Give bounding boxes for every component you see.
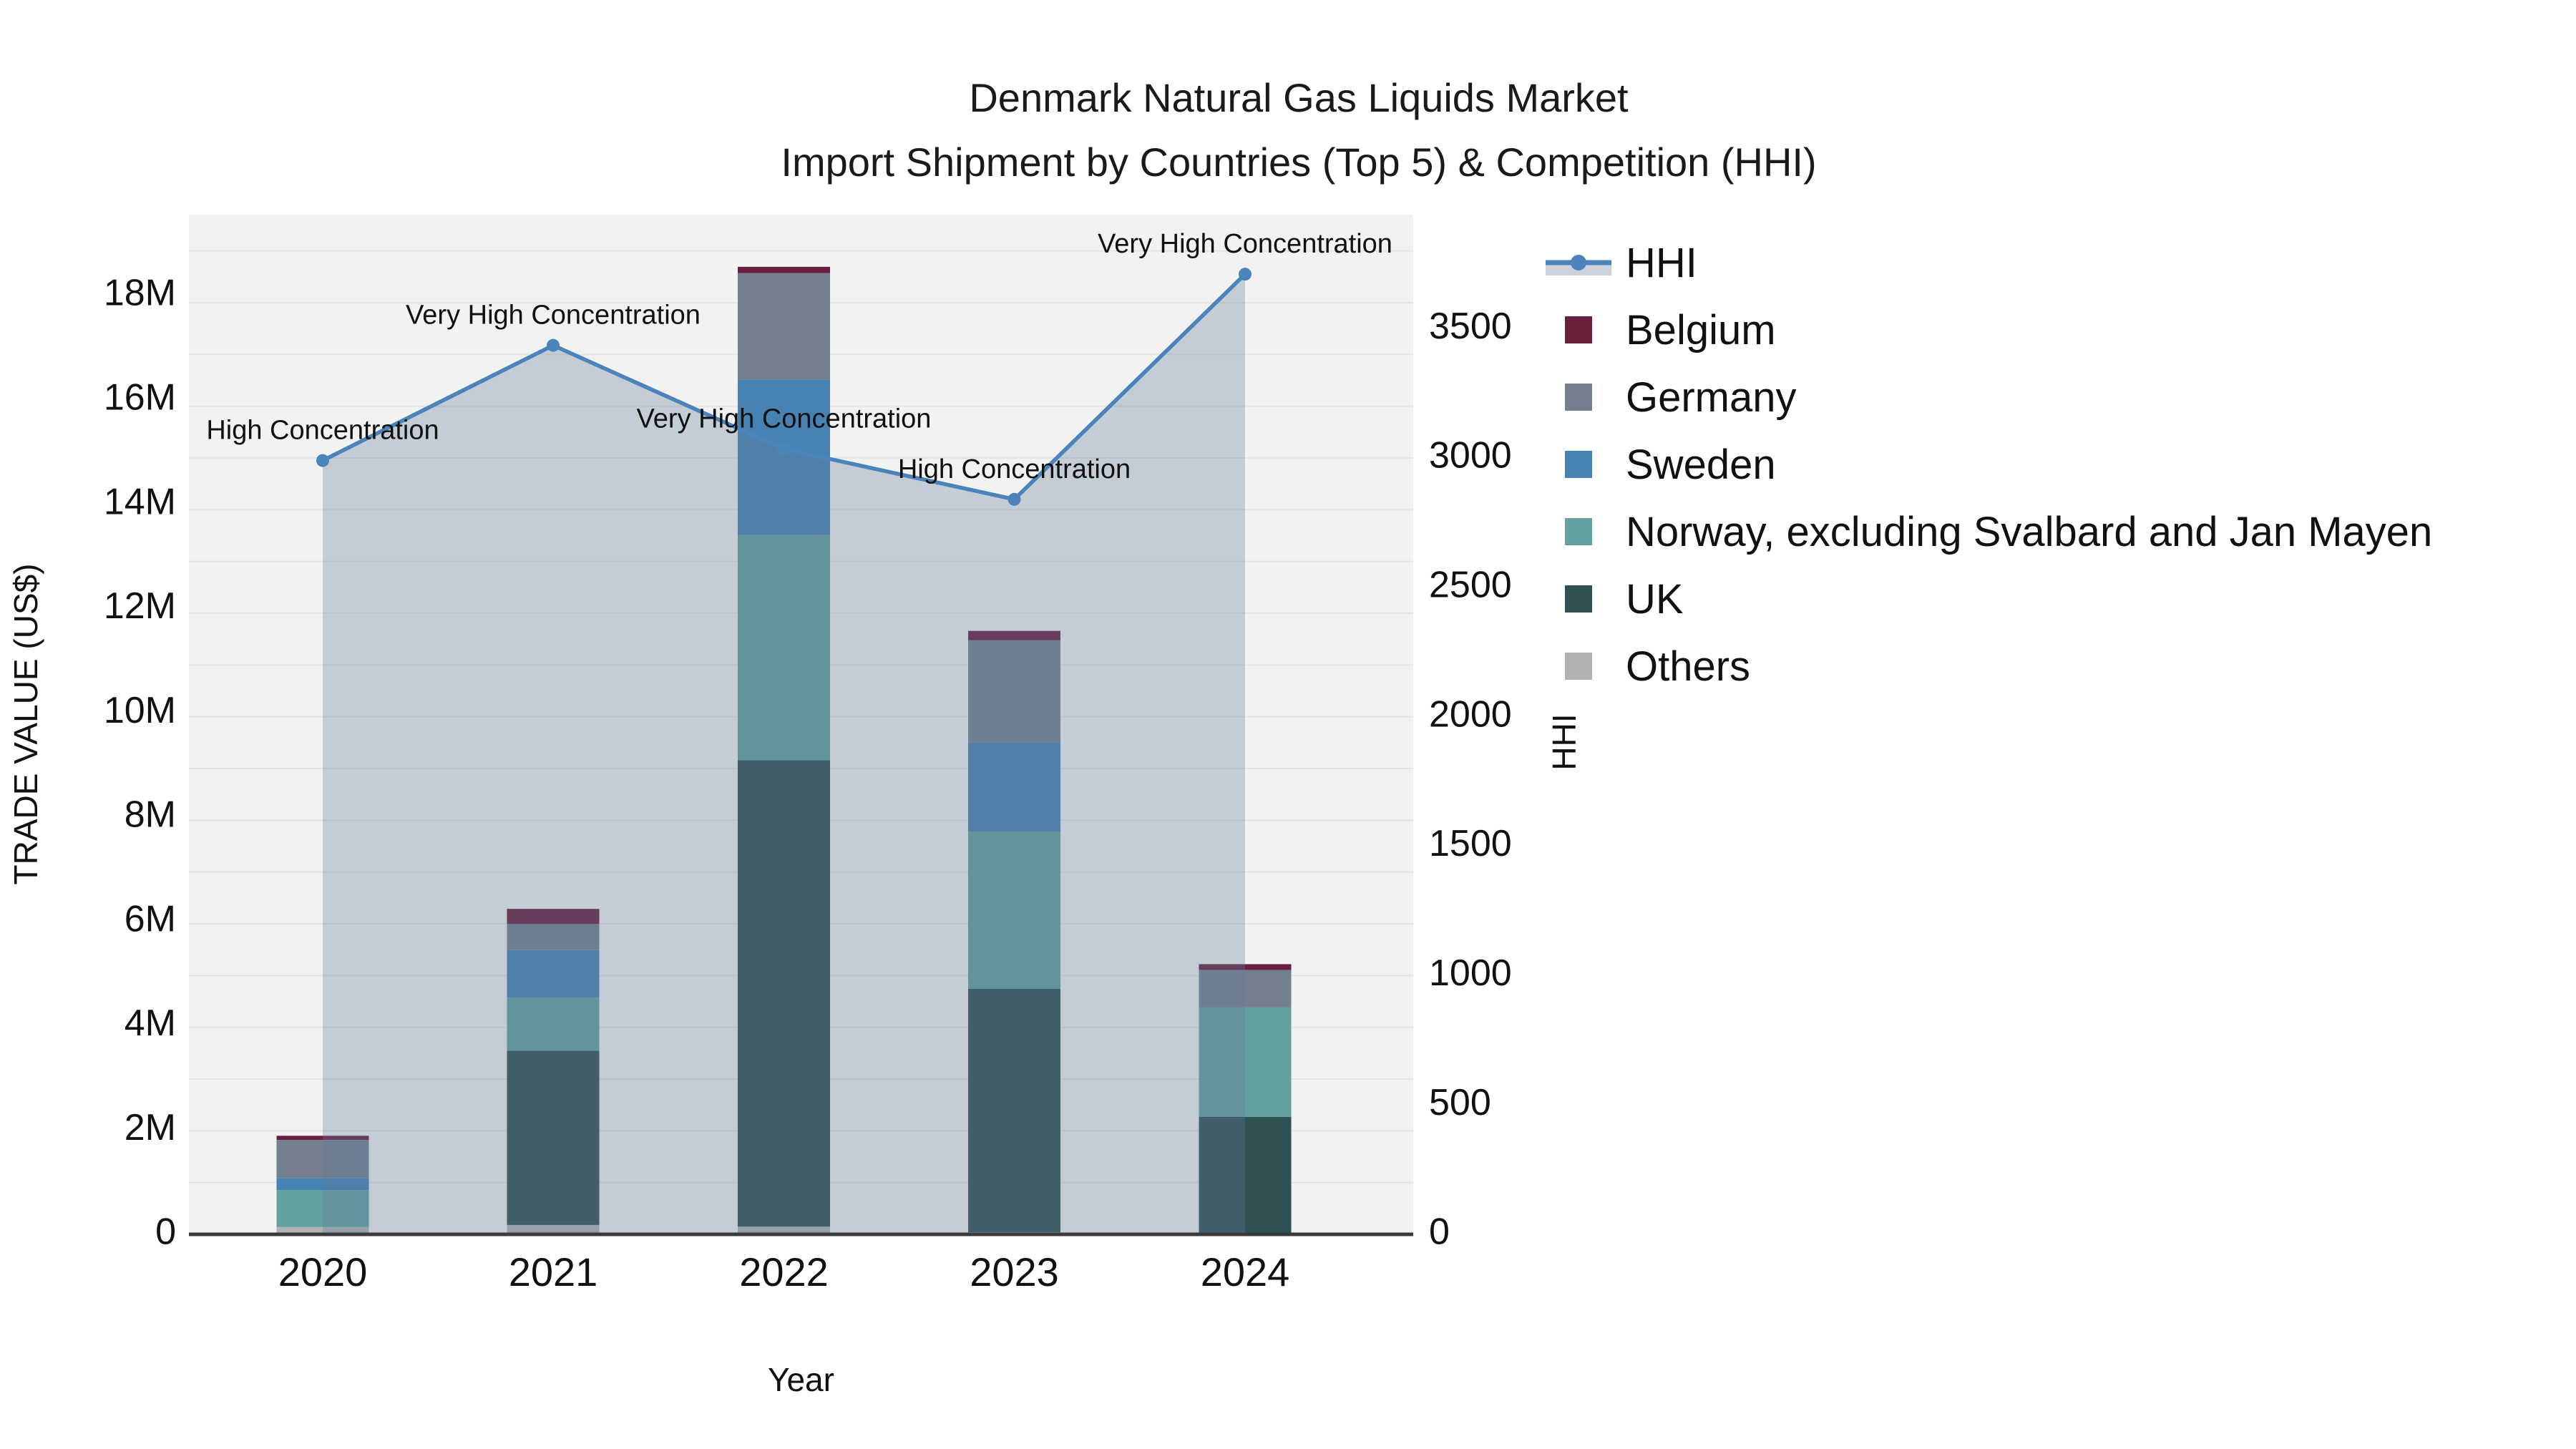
y-left-tick-18M: 18M (104, 273, 176, 314)
bar-segment-2021-uk[interactable] (507, 1050, 600, 1225)
y-left-tick-0: 0 (155, 1211, 176, 1253)
legend-label: Germany (1626, 374, 1797, 421)
legend-label: Others (1626, 643, 1751, 690)
bar-segment-2024-belgium[interactable] (1199, 964, 1292, 970)
hhi-marker-2024[interactable] (1239, 268, 1252, 281)
legend-label: Norway, excluding Svalbard and Jan Mayen (1626, 508, 2433, 555)
y-right-tick-3500: 3500 (1429, 306, 1512, 347)
legend-color-swatch-icon (1546, 653, 1626, 680)
bar-segment-2022-norway[interactable] (738, 535, 830, 761)
chart-title: Denmark Natural Gas Liquids Market Impor… (781, 66, 1816, 195)
bar-segment-2022-uk[interactable] (738, 760, 830, 1227)
y-right-tick-3000: 3000 (1429, 435, 1512, 477)
legend-label: UK (1626, 575, 1684, 623)
x-tick-2021: 2021 (509, 1249, 598, 1294)
y-left-tick-2M: 2M (125, 1107, 176, 1148)
bar-segment-2021-others[interactable] (507, 1224, 600, 1234)
bar-segment-2021-belgium[interactable] (507, 909, 600, 924)
y-left-tick-6M: 6M (125, 898, 176, 940)
chart-title-line1: Denmark Natural Gas Liquids Market (969, 75, 1629, 120)
y-right-tick-2500: 2500 (1429, 565, 1512, 606)
y-left-tick-10M: 10M (104, 690, 176, 731)
legend-color-swatch-icon (1546, 518, 1626, 545)
swatch-others (1565, 653, 1592, 680)
swatch-germany (1565, 384, 1592, 411)
legend-label: HHI (1626, 239, 1697, 286)
x-tick-2020: 2020 (278, 1249, 368, 1294)
bar-segment-2020-others[interactable] (276, 1226, 369, 1234)
y-right-tick-1000: 1000 (1429, 952, 1512, 994)
legend-item-belgium[interactable]: Belgium (1546, 296, 2432, 364)
bar-segment-2023-norway[interactable] (968, 831, 1060, 989)
legend-item-others[interactable]: Others (1546, 633, 2432, 700)
bar-segment-2022-others[interactable] (738, 1226, 830, 1234)
hhi-marker-2021[interactable] (547, 338, 560, 352)
legend-item-norway[interactable]: Norway, excluding Svalbard and Jan Mayen (1546, 498, 2432, 565)
y-left-axis-title: TRADE VALUE (US$) (7, 563, 44, 884)
bar-segment-2021-germany[interactable] (507, 924, 600, 950)
chart-title-line2: Import Shipment by Countries (Top 5) & C… (781, 140, 1817, 185)
y-left-tick-8M: 8M (125, 794, 176, 836)
swatch-belgium (1565, 316, 1592, 343)
y-right-tick-0: 0 (1429, 1211, 1450, 1253)
annotation-2023: High Concentration (898, 454, 1131, 484)
y-left-tick-14M: 14M (104, 481, 176, 522)
bar-segment-2022-belgium[interactable] (738, 266, 830, 273)
swatch-norway (1565, 518, 1592, 545)
legend-color-swatch-icon (1546, 585, 1626, 613)
y-right-axis-title: HHI (1546, 713, 1583, 770)
bar-segment-2021-norway[interactable] (507, 997, 600, 1051)
hhi-marker-2020[interactable] (316, 454, 329, 467)
y-left-tick-16M: 16M (104, 376, 176, 418)
bar-segment-2020-germany[interactable] (276, 1140, 369, 1179)
swatch-uk (1565, 585, 1592, 613)
bar-segment-2021-sweden[interactable] (507, 950, 600, 998)
hhi-line-sample (1546, 255, 1611, 275)
bar-segment-2023-belgium[interactable] (968, 630, 1060, 640)
y-left-tick-12M: 12M (104, 585, 176, 627)
y-right-tick-500: 500 (1429, 1082, 1491, 1123)
y-right-tick-1500: 1500 (1429, 823, 1512, 864)
annotation-2020: High Concentration (206, 416, 439, 446)
annotation-2021: Very High Concentration (406, 301, 701, 331)
hhi-marker-2023[interactable] (1008, 492, 1021, 506)
x-tick-2022: 2022 (739, 1249, 829, 1294)
y-left-tick-4M: 4M (125, 1002, 176, 1044)
hhi-marker-2022[interactable] (777, 442, 791, 456)
bar-segment-2022-germany[interactable] (738, 273, 830, 380)
bar-segment-2023-uk[interactable] (968, 988, 1060, 1233)
bar-segment-2023-sweden[interactable] (968, 742, 1060, 832)
legend-color-swatch-icon (1546, 384, 1626, 411)
bar-segment-2020-norway[interactable] (276, 1190, 369, 1227)
hhi-area-fill (323, 274, 1245, 1234)
bar-segment-2020-sweden[interactable] (276, 1178, 369, 1191)
x-axis-title: Year (768, 1361, 834, 1398)
legend-label: Belgium (1626, 306, 1776, 353)
x-tick-2024: 2024 (1201, 1249, 1290, 1294)
hhi-line-swatch-icon (1546, 241, 1626, 284)
bar-segment-2024-germany[interactable] (1199, 970, 1292, 1008)
bar-segment-2024-uk[interactable] (1199, 1116, 1292, 1234)
legend-item-uk[interactable]: UK (1546, 565, 2432, 633)
legend-label: Sweden (1626, 441, 1776, 488)
legend-item-sweden[interactable]: Sweden (1546, 431, 2432, 498)
bar-segment-2023-germany[interactable] (968, 640, 1060, 743)
legend-item-germany[interactable]: Germany (1546, 364, 2432, 431)
annotation-2024: Very High Concentration (1098, 229, 1392, 259)
x-tick-2023: 2023 (970, 1249, 1059, 1294)
legend-color-swatch-icon (1546, 316, 1626, 343)
legend-color-swatch-icon (1546, 451, 1626, 478)
legend-item-hhi[interactable]: HHI (1546, 229, 2432, 296)
bar-segment-2024-norway[interactable] (1199, 1007, 1292, 1117)
swatch-sweden (1565, 451, 1592, 478)
annotation-2022: Very High Concentration (637, 404, 932, 434)
bar-segment-2020-belgium[interactable] (276, 1136, 369, 1141)
legend: HHI Belgium Germany Sweden Norway, excluding… (1546, 229, 2432, 700)
y-right-tick-2000: 2000 (1429, 693, 1512, 735)
